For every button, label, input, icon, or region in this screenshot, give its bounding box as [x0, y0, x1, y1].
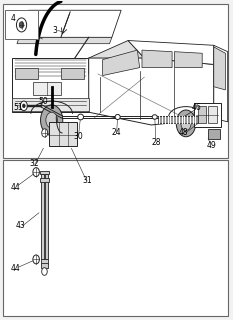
- Circle shape: [42, 129, 48, 137]
- Bar: [33, 82, 61, 95]
- Bar: [198, 106, 206, 123]
- Bar: [45, 174, 48, 259]
- Circle shape: [46, 112, 58, 128]
- Ellipse shape: [152, 115, 157, 119]
- Circle shape: [17, 18, 27, 32]
- Polygon shape: [89, 41, 144, 74]
- Bar: [208, 129, 219, 139]
- Bar: [40, 171, 49, 174]
- Polygon shape: [128, 41, 214, 64]
- Polygon shape: [214, 45, 228, 122]
- Circle shape: [33, 255, 39, 264]
- Bar: [61, 68, 84, 79]
- Bar: [3, 160, 228, 316]
- Bar: [40, 179, 49, 182]
- Polygon shape: [12, 58, 89, 112]
- Bar: [15, 68, 38, 79]
- Text: 51: 51: [13, 103, 23, 112]
- Text: 43: 43: [16, 221, 25, 230]
- Text: 48: 48: [179, 128, 188, 137]
- Text: 44: 44: [11, 183, 21, 192]
- Bar: [41, 263, 48, 268]
- Polygon shape: [19, 10, 121, 37]
- Polygon shape: [214, 47, 225, 90]
- Bar: [41, 174, 44, 259]
- Circle shape: [19, 22, 24, 28]
- Bar: [208, 106, 217, 123]
- Circle shape: [42, 268, 47, 275]
- Polygon shape: [103, 50, 140, 76]
- Polygon shape: [142, 50, 172, 68]
- Text: 49: 49: [207, 141, 216, 150]
- Circle shape: [22, 104, 25, 108]
- Text: 44: 44: [11, 264, 21, 273]
- Polygon shape: [89, 58, 214, 125]
- Polygon shape: [17, 37, 112, 44]
- Text: 32: 32: [29, 159, 39, 168]
- Text: 46: 46: [192, 103, 201, 112]
- Bar: [3, 4, 228, 158]
- Bar: [194, 103, 221, 126]
- Bar: [5, 10, 38, 39]
- Polygon shape: [12, 98, 89, 111]
- Circle shape: [176, 110, 196, 137]
- Ellipse shape: [115, 115, 120, 120]
- Polygon shape: [175, 52, 202, 68]
- Text: 50: 50: [39, 97, 48, 106]
- Text: 4: 4: [11, 14, 16, 23]
- Text: 28: 28: [151, 138, 161, 147]
- Bar: [158, 116, 198, 123]
- Text: 24: 24: [112, 128, 121, 137]
- Ellipse shape: [78, 114, 83, 120]
- Circle shape: [20, 101, 27, 111]
- Circle shape: [41, 105, 63, 135]
- Bar: [41, 259, 48, 264]
- Circle shape: [33, 168, 39, 177]
- Circle shape: [181, 116, 191, 130]
- Text: 30: 30: [73, 132, 83, 140]
- Text: 31: 31: [83, 176, 92, 185]
- Text: 3: 3: [53, 27, 58, 36]
- Bar: [49, 122, 77, 146]
